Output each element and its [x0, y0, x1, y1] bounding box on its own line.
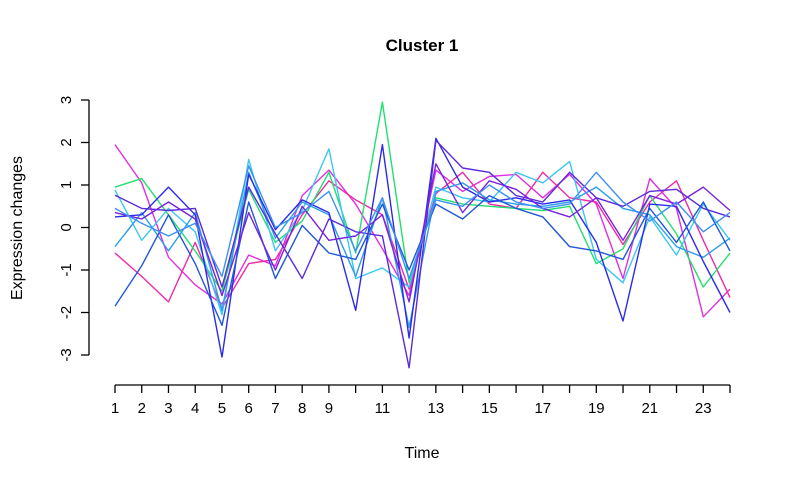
x-tick-label: 5 [218, 400, 226, 417]
x-tick-label: 7 [271, 400, 279, 417]
x-tick-label: 13 [428, 400, 445, 417]
x-tick-label: 9 [325, 400, 333, 417]
y-tick-label: 0 [58, 223, 75, 231]
x-tick-label: 3 [164, 400, 172, 417]
y-axis: -3 -2 -1 0 1 2 3 [58, 96, 90, 362]
x-tick-label: 21 [641, 400, 658, 417]
x-tick-label: 15 [481, 400, 498, 417]
x-tick-label: 8 [298, 400, 306, 417]
y-axis-title: Expression changes [9, 156, 26, 300]
y-tick-label: 2 [58, 138, 75, 146]
y-tick-label: -3 [58, 348, 75, 361]
x-tick-label: 4 [191, 400, 199, 417]
x-tick-label: 19 [588, 400, 605, 417]
series-line-gene-10 [114, 165, 731, 280]
chart-title: Cluster 1 [386, 36, 459, 55]
x-tick-label: 1 [111, 400, 119, 417]
y-tick-label: 3 [58, 96, 75, 104]
y-tick-label: -1 [58, 263, 75, 276]
series-line-gene-8 [114, 139, 731, 369]
x-axis-title: Time [405, 445, 440, 462]
x-tick-label: 6 [245, 400, 253, 417]
x-tick-label: 17 [534, 400, 551, 417]
series-lines [114, 101, 731, 369]
x-axis: 1 2 3 4 5 6 7 8 9 11 13 15 17 19 21 23 [111, 384, 731, 417]
series-line-gene-9 [114, 163, 731, 303]
y-tick-label: 1 [58, 181, 75, 189]
x-tick-label: 23 [695, 400, 712, 417]
x-tick-label: 2 [138, 400, 146, 417]
y-tick-label: -2 [58, 306, 75, 319]
x-tick-label: 11 [375, 400, 391, 417]
